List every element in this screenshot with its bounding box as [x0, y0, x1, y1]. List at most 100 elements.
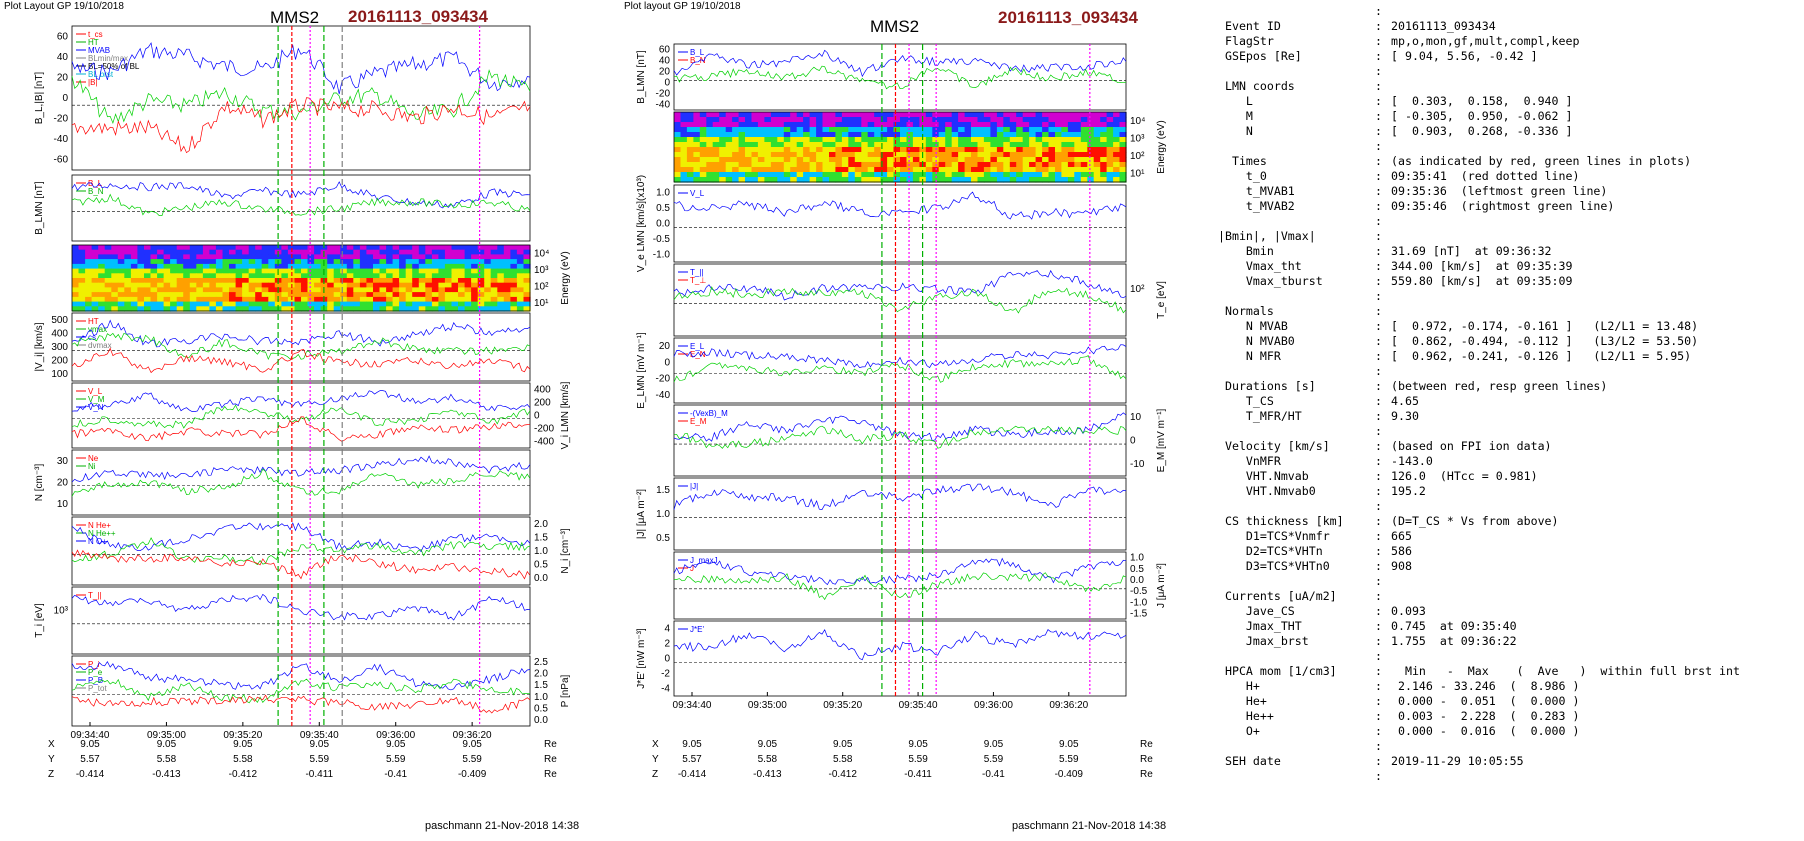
spectrogram-cell: [1100, 132, 1108, 138]
info-colon: :: [1375, 439, 1382, 453]
x-tick-label: 09:36:00: [376, 730, 415, 741]
ephemeris-value: -0.409: [1055, 769, 1084, 780]
spectrogram-cell: [183, 301, 191, 307]
info-row: :: [1218, 424, 1740, 439]
spectrogram-cell: [248, 268, 256, 274]
spectrogram-cell: [314, 301, 322, 307]
spectrogram-cell: [699, 172, 707, 178]
spectrogram-cell: [261, 306, 269, 312]
spectrogram-cell: [373, 278, 381, 284]
spectrogram-cell: [1067, 127, 1075, 133]
spectrogram-cell: [1009, 117, 1017, 123]
spectrogram-cell: [209, 301, 217, 307]
spectrogram-cell: [841, 137, 849, 143]
spectrogram-cell: [803, 152, 811, 158]
spectrogram-cell: [1048, 122, 1056, 128]
spectrogram-cell: [418, 306, 426, 312]
spectrogram-cell: [822, 152, 830, 158]
spectrogram-cell: [706, 177, 714, 183]
info-value: 31.69 [nT] at 09:36:32: [1391, 244, 1552, 258]
spectrogram-cell: [523, 245, 531, 251]
spectrogram-cell: [189, 306, 197, 312]
info-value: [ 0.303, 0.158, 0.940 ]: [1391, 94, 1573, 108]
info-colon: :: [1375, 34, 1382, 48]
spectrogram-cell: [674, 177, 682, 183]
spectrogram-cell: [996, 162, 1004, 168]
spectrogram-cell: [399, 263, 407, 270]
spectrogram-cell: [471, 306, 479, 312]
spectrogram-cell: [796, 132, 804, 138]
spectrogram-cell: [281, 245, 289, 251]
ephemeris-value: 5.57: [80, 754, 100, 765]
spectrogram-cell: [353, 287, 361, 293]
spectrogram-cell: [1074, 127, 1082, 133]
spectrogram-cell: [977, 157, 985, 163]
spectrogram-cell: [680, 162, 688, 168]
spectrogram-cell: [235, 292, 243, 298]
spectrogram-cell: [516, 273, 524, 279]
spectrogram-cell: [248, 287, 256, 293]
y-axis-label: B_L,|B| [nT]: [34, 72, 45, 125]
spectrogram-cell: [1087, 167, 1095, 173]
spectrogram-cell: [209, 292, 217, 298]
info-colon: :: [1375, 679, 1382, 693]
spectrogram-cell: [268, 278, 276, 284]
spectrogram-cell: [333, 249, 341, 255]
spectrogram-cell: [72, 287, 80, 293]
spectrogram-cell: [255, 268, 263, 274]
spectrogram-cell: [163, 306, 171, 312]
spectrogram-cell: [848, 142, 856, 148]
spectrogram-cell: [144, 278, 152, 284]
info-colon: :: [1375, 514, 1382, 528]
spectrogram-cell: [91, 245, 99, 251]
spectrogram-cell: [783, 172, 791, 178]
spectrogram-cell: [307, 278, 315, 284]
spectrogram-cell: [1009, 157, 1017, 163]
info-row: Jave_CS:0.093: [1218, 604, 1740, 619]
spectrogram-cell: [1106, 147, 1114, 153]
spectrogram-cell: [242, 282, 250, 288]
series-line: [673, 557, 1127, 586]
spectrogram-cell: [887, 142, 895, 148]
ephemeris-label: X: [652, 739, 659, 750]
right-signature: paschmann 21-Nov-2018 14:38: [1012, 820, 1167, 832]
spectrogram-cell: [255, 249, 263, 255]
spectrogram-cell: [261, 268, 269, 274]
spectrogram-cell: [816, 142, 824, 148]
spectrogram-cell: [712, 162, 720, 168]
spectrogram-cell: [1003, 117, 1011, 123]
spectrogram-cell: [458, 287, 466, 293]
spectrogram-cell: [945, 177, 953, 183]
spectrogram-cell: [412, 287, 420, 293]
spectrogram-cell: [880, 127, 888, 133]
spectrogram-cell: [854, 137, 862, 143]
spectrogram-cell: [951, 127, 959, 133]
info-value: (based on FPI ion data): [1391, 439, 1552, 453]
spectrogram-cell: [848, 172, 856, 178]
info-key: t_MVAB1: [1218, 184, 1295, 198]
panel-frame: [71, 382, 531, 449]
y-tick-label: -400: [534, 437, 554, 448]
spectrogram-cell: [399, 306, 407, 312]
spectrogram-cell: [712, 112, 720, 118]
spectrogram-cell: [307, 306, 315, 312]
spectrogram-cell: [451, 301, 459, 307]
spectrogram-cell: [1029, 142, 1037, 148]
y-tick-label: 0.5: [534, 560, 548, 571]
spectrogram-cell: [1022, 172, 1030, 178]
spectrogram-cell: [912, 127, 920, 133]
info-value: 4.65: [1391, 394, 1419, 408]
spectrogram-cell: [405, 296, 413, 303]
spectrogram-cell: [777, 112, 785, 118]
spectrogram-cell: [835, 127, 843, 133]
y-axis-label: V_e LMN [km/s](x10³): [636, 175, 647, 272]
info-colon: :: [1375, 649, 1382, 663]
spectrogram-cell: [790, 127, 798, 133]
series-line: [71, 661, 531, 691]
legend-label: P_i: [88, 660, 100, 669]
spectrogram-cell: [893, 147, 901, 153]
spectrogram-cell: [745, 172, 753, 178]
spectrogram-cell: [751, 177, 759, 183]
spectrogram-cell: [85, 259, 93, 265]
spectrogram-cell: [124, 306, 132, 312]
